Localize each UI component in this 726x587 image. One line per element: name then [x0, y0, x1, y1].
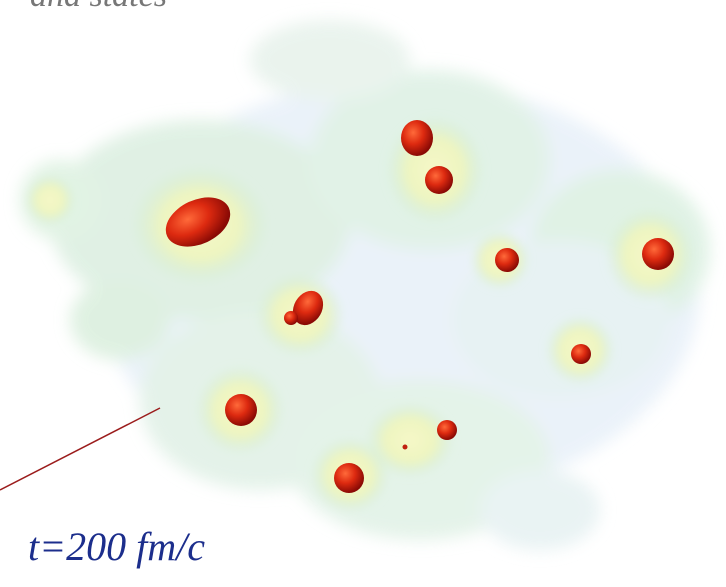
- time-label: t=200 fm/c: [28, 524, 205, 569]
- caption: and states: [30, 0, 167, 14]
- simulation-view: and states t=200 fm/c: [0, 0, 726, 587]
- pointer-line: [0, 408, 160, 490]
- page: {"caption": "and states", "label": "t=20…: [0, 0, 726, 587]
